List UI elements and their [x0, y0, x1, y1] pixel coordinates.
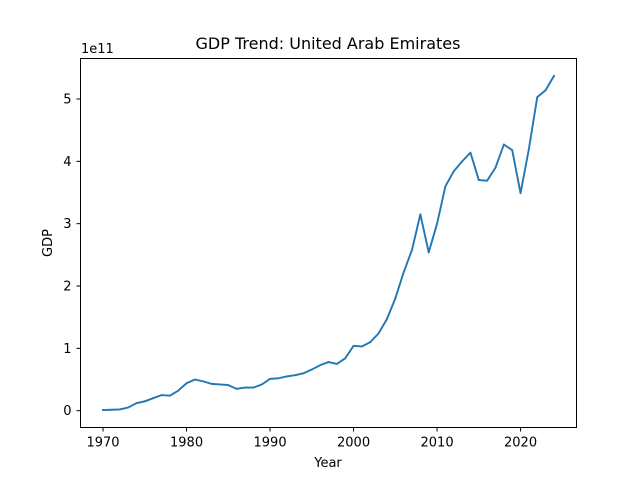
gdp-data-point — [210, 382, 213, 385]
y-tick-label: 0 — [63, 404, 71, 419]
gdp-data-point — [294, 374, 296, 377]
gdp-data-point — [402, 271, 405, 274]
gdp-data-point — [452, 170, 455, 173]
gdp-data-point — [502, 143, 505, 146]
gdp-data-point — [277, 377, 280, 380]
gdp-data-point — [377, 332, 380, 335]
gdp-data-point — [219, 383, 221, 386]
gdp-data-point — [269, 377, 271, 380]
gdp-data-point — [469, 151, 472, 154]
gdp-data-point — [327, 361, 330, 363]
gdp-data-point — [285, 375, 288, 378]
gdp-data-point — [252, 386, 255, 389]
axes-group: 1970 1980 1990 2000 2010 2020 0 1 2 3 4 5 — [63, 93, 537, 451]
gdp-data-point — [260, 383, 263, 386]
y-tick-label: 4 — [63, 155, 71, 170]
gdp-data-point — [168, 394, 171, 397]
y-axis-offset-label: 1e11 — [81, 42, 114, 57]
gdp-data-point — [553, 75, 555, 77]
gdp-data-point — [436, 222, 438, 225]
gdp-data-point — [511, 149, 514, 152]
plot-frame — [80, 58, 577, 428]
gdp-data-point — [477, 179, 480, 181]
x-axis-label: Year — [313, 456, 342, 471]
gdp-data-point — [411, 248, 413, 251]
x-tick-label: 2010 — [421, 436, 454, 451]
gdp-data-point — [394, 297, 397, 300]
gdp-data-point — [486, 179, 489, 182]
gdp-data-point — [361, 345, 363, 348]
gdp-data-point — [419, 213, 422, 216]
gdp-data-point — [227, 384, 230, 387]
gdp-data-point — [302, 372, 305, 375]
gdp-data-point — [528, 147, 530, 150]
gdp-data-point — [536, 96, 539, 99]
x-tick-label: 1970 — [86, 436, 119, 451]
gdp-data-point — [235, 387, 238, 390]
x-tick-label: 1990 — [254, 436, 287, 451]
x-tick-label: 2000 — [337, 436, 370, 451]
gdp-data-point — [335, 363, 338, 365]
x-tick-label: 2020 — [504, 436, 537, 451]
x-tick-label: 1980 — [170, 436, 203, 451]
y-tick-label: 3 — [63, 217, 71, 232]
gdp-data-point — [344, 357, 347, 360]
gdp-data-point — [244, 386, 246, 389]
gdp-data-point — [444, 185, 447, 188]
chart-title: GDP Trend: United Arab Emirates — [196, 34, 461, 53]
gdp-data-point — [118, 408, 121, 411]
gdp-data-point — [369, 341, 372, 344]
gdp-data-point — [177, 389, 180, 392]
gdp-data-point — [135, 402, 138, 405]
gdp-data-point — [352, 344, 355, 347]
gdp-data-point — [102, 409, 104, 411]
gdp-data-point — [110, 408, 113, 411]
y-tick-label: 2 — [63, 280, 71, 295]
gdp-data-point — [193, 378, 196, 381]
gdp-data-point — [494, 166, 497, 169]
y-tick-label: 5 — [63, 93, 71, 108]
gdp-data-point — [185, 382, 188, 385]
y-axis-label: GDP — [41, 229, 56, 257]
series-group — [102, 74, 556, 412]
gdp-data-point — [519, 192, 522, 195]
gdp-data-point — [544, 89, 547, 92]
y-tick-label: 1 — [63, 342, 71, 357]
gdp-data-point — [127, 406, 129, 409]
gdp-data-point — [160, 394, 163, 396]
gdp-data-point — [386, 318, 388, 320]
gdp-data-point — [319, 364, 322, 367]
gdp-data-point — [310, 368, 313, 371]
gdp-data-point — [461, 160, 464, 163]
gdp-data-point — [427, 251, 430, 254]
gdp-data-point — [202, 380, 205, 383]
gdp-data-point — [143, 400, 146, 403]
gdp-data-point — [152, 397, 155, 400]
